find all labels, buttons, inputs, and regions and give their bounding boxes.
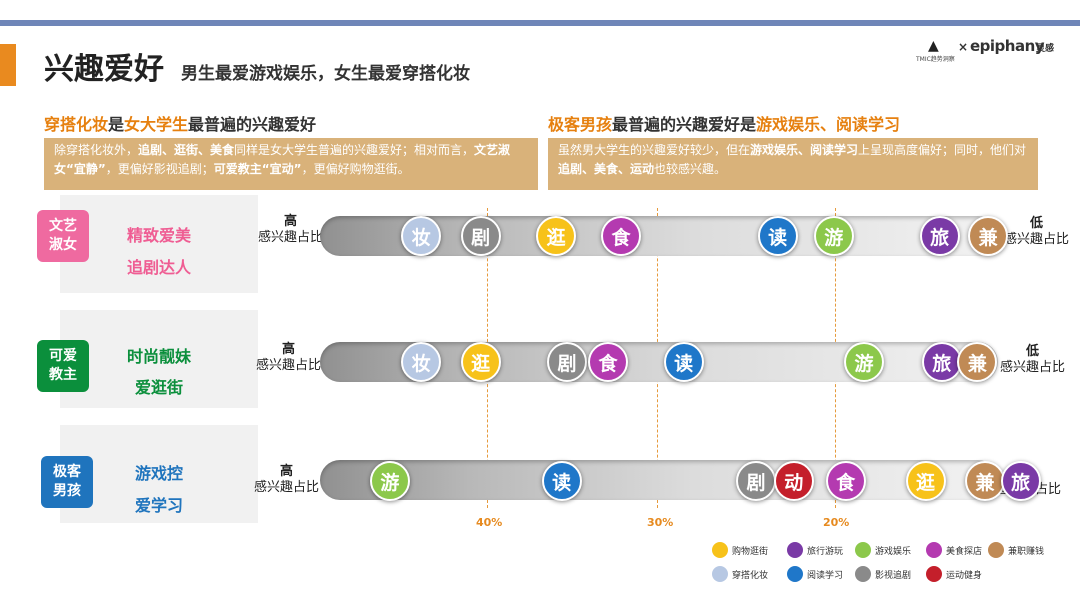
heading-highlight: 女大学生 xyxy=(124,115,189,134)
persona-tag: 爱学习 xyxy=(134,496,183,515)
epiphany-cn-label: 灵感 xyxy=(1036,44,1055,54)
insight-bold: 追剧、美食、运动 xyxy=(558,162,655,176)
interest-bubble-reading: 读 xyxy=(541,461,582,501)
persona-badge: 文艺 淑女 xyxy=(37,210,89,262)
interest-bubble-shopping: 逛 xyxy=(536,216,577,256)
interest-bubble-drama: 剧 xyxy=(460,216,501,256)
legend-item: 游戏娱乐 xyxy=(855,542,911,558)
percent-label-20: 20% xyxy=(823,516,850,529)
interest-bubble-reading: 读 xyxy=(757,216,798,256)
high-interest-label: 高感兴趣占比 xyxy=(256,342,322,373)
interest-bubble-makeup: 妆 xyxy=(401,216,442,256)
heading-highlight: 游戏娱乐、阅读学习 xyxy=(756,115,901,134)
female-section-heading: 穿搭化妆是女大学生最普遍的兴趣爱好 xyxy=(44,111,316,135)
legend-item: 兼职赚钱 xyxy=(988,542,1044,558)
insight-text: 同样是女大学生普遍的兴趣爱好；相对而言， xyxy=(234,143,475,157)
insight-text: 除穿搭化妆外， xyxy=(54,143,139,157)
insight-bold: 文艺淑女“宜静” xyxy=(54,143,511,176)
interest-bubble-food: 食 xyxy=(588,342,629,382)
persona-tag: 精致爱美 xyxy=(126,226,191,245)
persona-panel xyxy=(60,195,258,293)
interest-bubble-drama: 剧 xyxy=(547,342,587,382)
male-insight-box: 虽然男大学生的兴趣爱好较少，但在游戏娱乐、阅读学习上呈现高度偏好；同时，他们对追… xyxy=(548,138,1038,190)
legend-swatch xyxy=(988,542,1004,558)
interest-bubble-shopping: 逛 xyxy=(460,342,501,382)
legend: 购物逛街 旅行游玩 游戏娱乐 美食探店 兼职赚钱 穿搭化妆 阅读学习 影视追剧 … xyxy=(712,542,1072,590)
legend-swatch xyxy=(926,566,942,582)
heading-text: 最普遍的兴趣爱好 xyxy=(188,115,317,134)
persona-badge: 可爱 教主 xyxy=(37,340,89,392)
legend-swatch xyxy=(855,566,871,582)
interest-bubble-drama: 剧 xyxy=(736,461,776,501)
interest-bubble-food: 食 xyxy=(601,216,641,256)
interest-bubble-shopping: 逛 xyxy=(905,461,946,501)
legend-swatch xyxy=(712,542,728,558)
insight-text: ，更偏好影视追剧； xyxy=(105,162,214,176)
female-insight-box: 除穿搭化妆外，追剧、逛街、美食同样是女大学生普遍的兴趣爱好；相对而言，文艺淑女“… xyxy=(44,138,538,190)
persona-panel xyxy=(60,425,258,523)
legend-swatch xyxy=(855,542,871,558)
high-interest-label: 高感兴趣占比 xyxy=(258,214,324,245)
page-title: 兴趣爱好 xyxy=(44,52,164,87)
interest-bubble-travel: 旅 xyxy=(1000,461,1041,501)
legend-item: 旅行游玩 xyxy=(787,542,843,558)
brand-logo: ▲ TMIC趋势洞察 × epiphany 灵感 xyxy=(916,37,1056,64)
legend-swatch xyxy=(787,542,803,558)
persona-panel xyxy=(60,310,258,408)
persona-tag: 爱逛街 xyxy=(134,378,183,397)
legend-swatch xyxy=(926,542,942,558)
insight-bold: 游戏娱乐、阅读学习 xyxy=(750,143,859,157)
insight-text: 也较感兴趣。 xyxy=(654,162,727,176)
interest-bubble-gaming: 游 xyxy=(369,461,410,501)
legend-item: 运动健身 xyxy=(926,566,982,582)
legend-swatch xyxy=(787,566,803,582)
legend-item: 影视追剧 xyxy=(855,566,911,582)
low-interest-label: 低感兴趣占比 xyxy=(1004,216,1070,247)
percent-label-30: 30% xyxy=(647,516,674,529)
percent-label-40: 40% xyxy=(476,516,503,529)
male-section-heading: 极客男孩最普遍的兴趣爱好是游戏娱乐、阅读学习 xyxy=(548,111,900,135)
interest-track xyxy=(320,460,998,500)
insight-text: 上呈现高度偏好；同时，他们对 xyxy=(858,143,1027,157)
heading-highlight: 极客男孩 xyxy=(548,115,613,134)
heading-highlight: 穿搭化妆 xyxy=(44,115,109,134)
high-interest-label: 高感兴趣占比 xyxy=(254,464,320,495)
persona-tag: 游戏控 xyxy=(134,464,183,483)
legend-item: 穿搭化妆 xyxy=(712,566,768,582)
persona-tag: 时尚靓妹 xyxy=(126,347,191,366)
interest-bubble-makeup: 妆 xyxy=(401,342,442,382)
interest-bubble-food: 食 xyxy=(825,461,866,501)
interest-bubble-gaming: 游 xyxy=(844,342,884,382)
legend-item: 购物逛街 xyxy=(712,542,768,558)
interest-bubble-travel: 旅 xyxy=(921,342,962,382)
legend-swatch xyxy=(712,566,728,582)
interest-bubble-gaming: 游 xyxy=(813,216,854,256)
interest-bubble-parttime: 兼 xyxy=(957,342,998,382)
legend-item: 美食探店 xyxy=(926,542,982,558)
heading-text: 是 xyxy=(108,115,125,134)
insight-text: 虽然男大学生的兴趣爱好较少，但在 xyxy=(558,143,751,157)
logo-separator: × xyxy=(958,40,969,54)
low-interest-label: 低感兴趣占比 xyxy=(1000,344,1066,375)
insight-text: ，更偏好购物逛街。 xyxy=(301,162,410,176)
tmic-logo-icon: ▲ xyxy=(928,38,939,54)
top-accent-bar xyxy=(0,20,1080,26)
interest-bubble-travel: 旅 xyxy=(919,216,960,256)
interest-bubble-parttime: 兼 xyxy=(968,216,1009,256)
insight-bold: 可爱教主“宜动” xyxy=(213,162,302,176)
heading-text: 最普遍的兴趣爱好是 xyxy=(612,115,757,134)
interest-bubble-reading: 读 xyxy=(663,342,704,382)
page-subtitle: 男生最爱游戏娱乐，女生最爱穿搭化妆 xyxy=(181,64,470,84)
persona-tag: 追剧达人 xyxy=(126,258,191,277)
insight-bold: 追剧、逛街、美食 xyxy=(138,143,235,157)
persona-badge: 极客 男孩 xyxy=(41,456,93,508)
title-accent-block xyxy=(0,44,16,86)
interest-bubble-parttime: 兼 xyxy=(964,461,1005,501)
tmic-logo-text: TMIC趋势洞察 xyxy=(916,56,955,63)
epiphany-wordmark: epiphany xyxy=(970,37,1045,55)
interest-bubble-sports: 动 xyxy=(773,461,814,501)
legend-item: 阅读学习 xyxy=(787,566,843,582)
